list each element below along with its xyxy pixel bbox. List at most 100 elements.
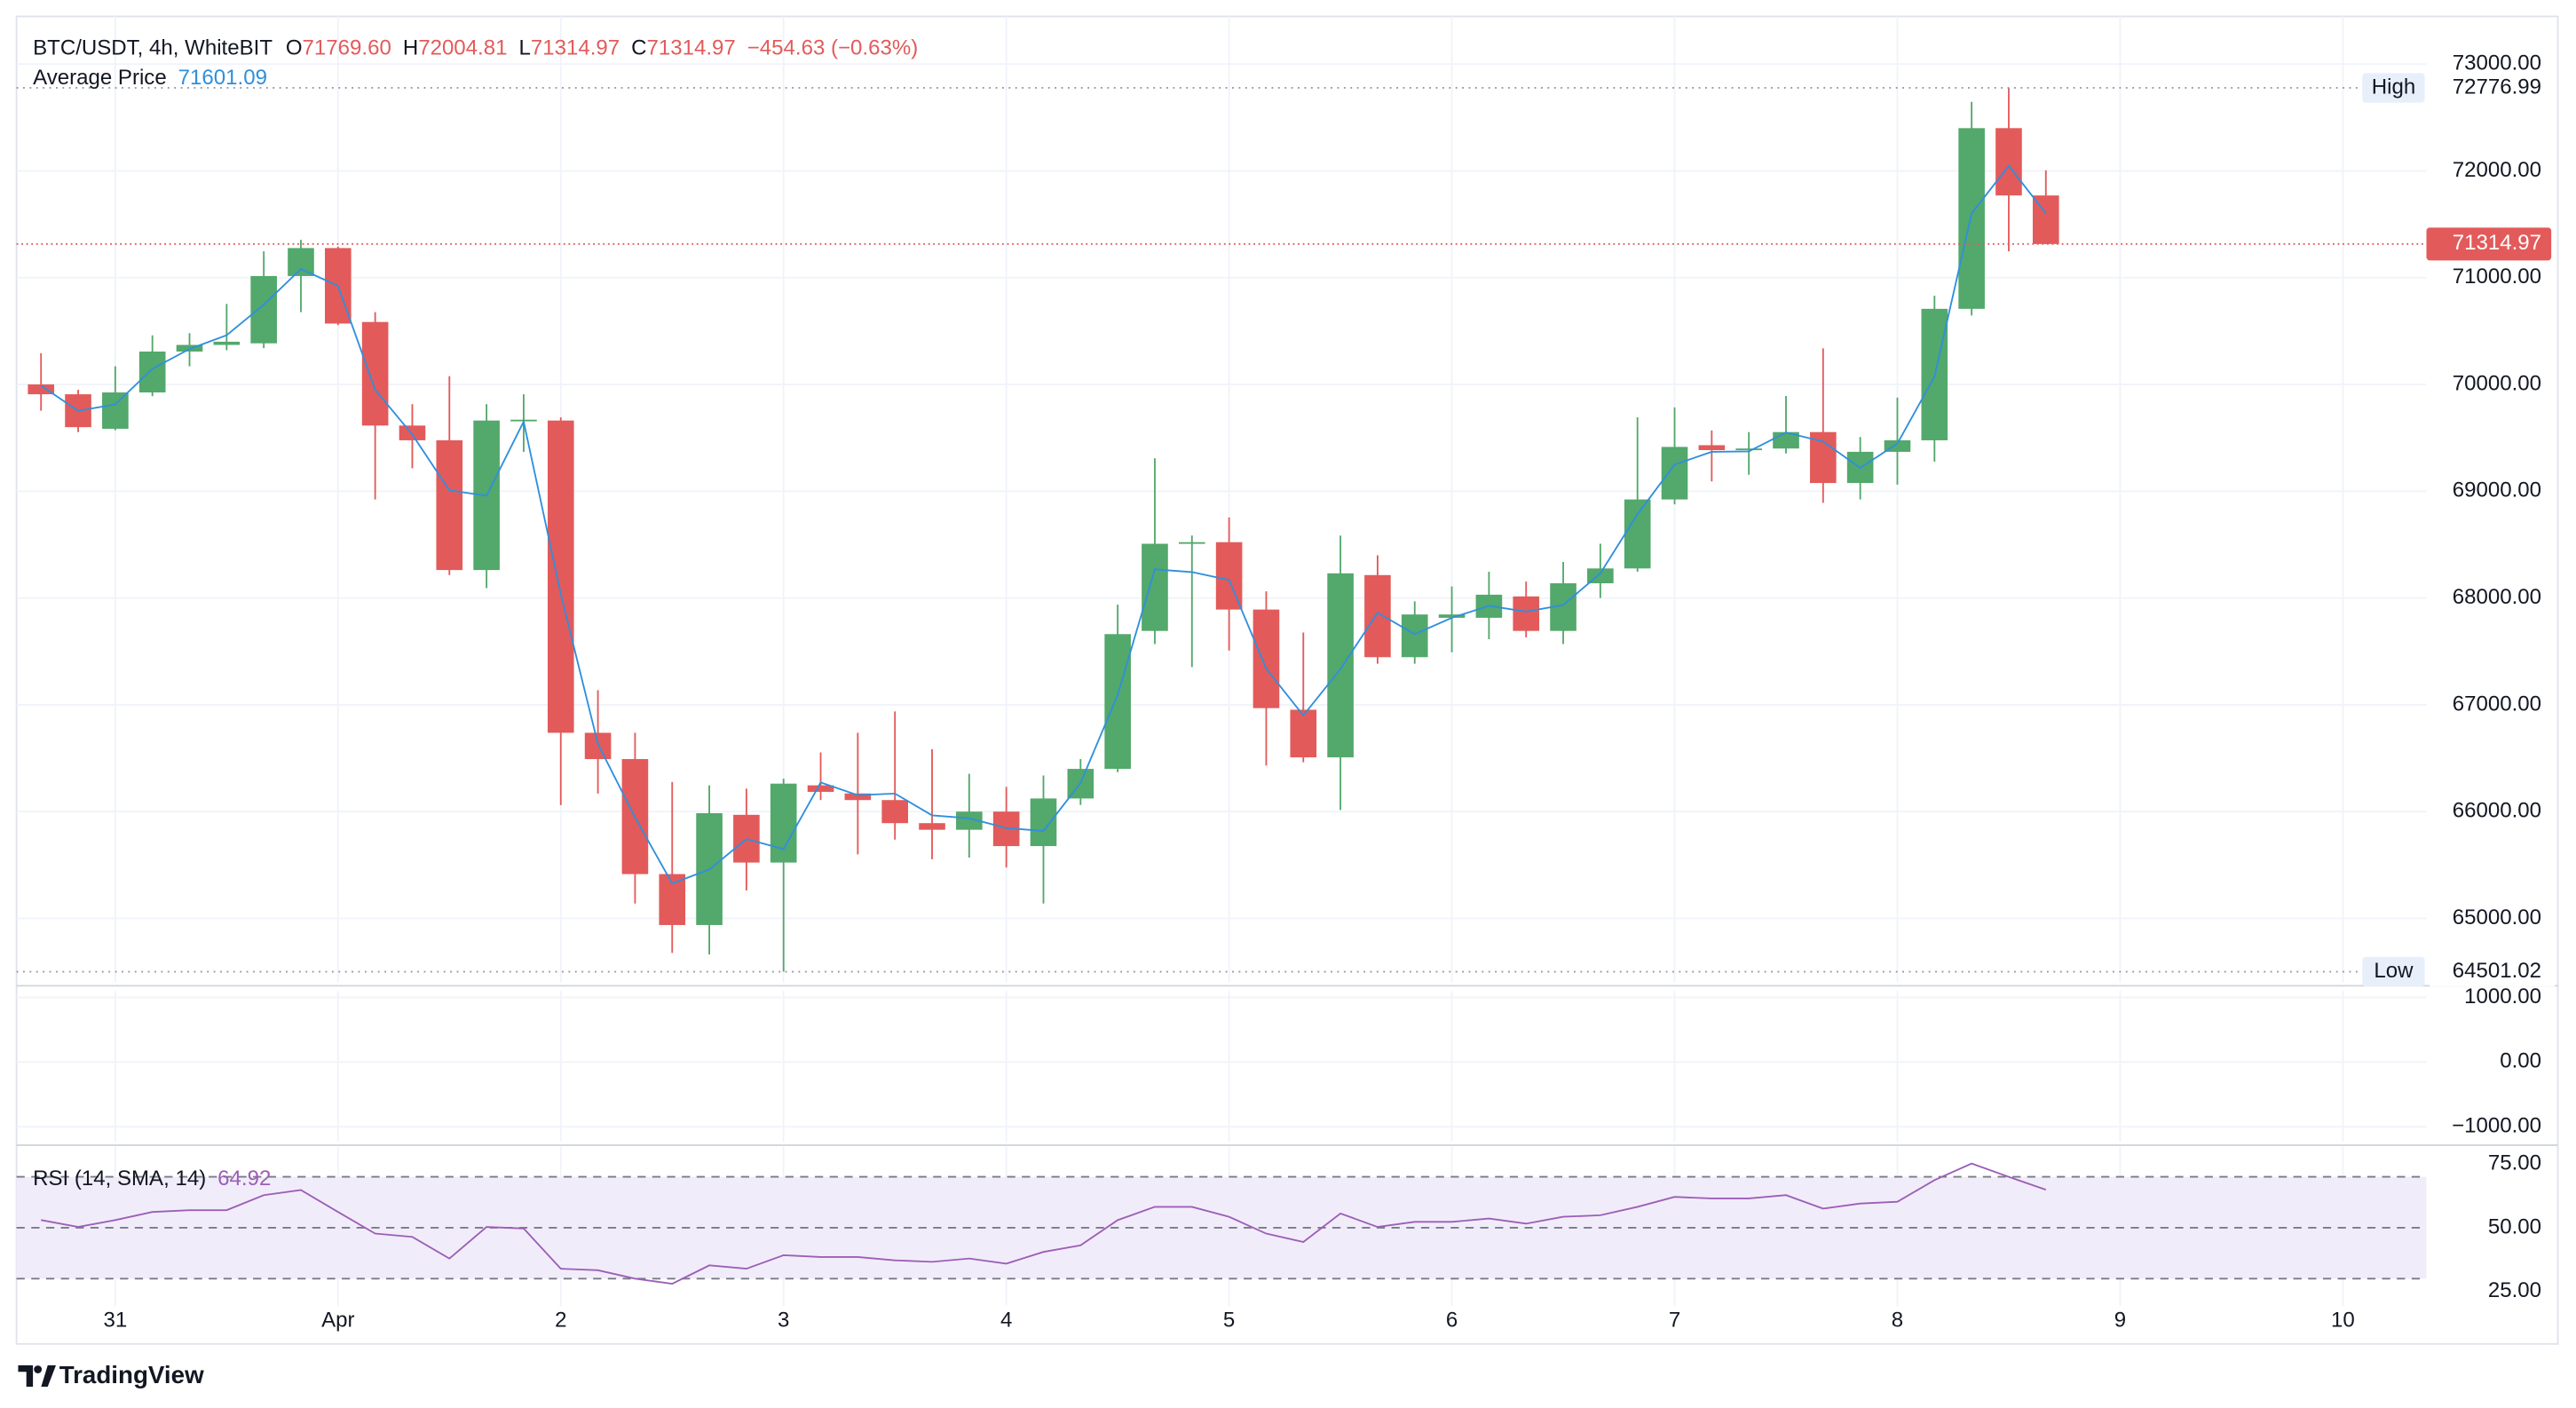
rsi-legend: RSI (14, SMA, 14) 64.92: [33, 1167, 271, 1190]
x-tick-label: 8: [1892, 1308, 1903, 1332]
x-tick-label: 5: [1223, 1308, 1235, 1332]
candle-body: [1810, 431, 1837, 484]
ohlc-key: H: [403, 36, 418, 60]
y-tick-label: 71000.00: [2453, 265, 2541, 289]
symbol-legend: BTC/USDT, 4h, WhiteBIT O71769.60 H72004.81…: [33, 36, 918, 60]
candle-body: [399, 425, 426, 440]
y-tick-label: 67000.00: [2453, 692, 2541, 716]
indicator-value: 71601.09: [178, 66, 267, 90]
x-tick-label: 9: [2114, 1308, 2126, 1332]
extreme-tag: [2362, 956, 2425, 987]
candle-body: [213, 341, 241, 345]
candle-body: [1958, 128, 1985, 309]
candle-body: [547, 420, 574, 733]
candle-body: [1661, 447, 1688, 500]
y-tick-label: 69000.00: [2453, 479, 2541, 502]
candle-body: [1735, 448, 1762, 451]
candle-body: [1513, 596, 1540, 631]
candle-body: [102, 392, 129, 429]
extreme-value-bg: [2430, 73, 2555, 103]
extreme-tag-label: High: [2372, 75, 2415, 99]
ohlc-value: 72004.81: [418, 36, 507, 60]
y-tick-label: 1000.00: [2464, 985, 2541, 1009]
candle-body: [1401, 614, 1428, 658]
y-tick-label: 25.00: [2488, 1278, 2541, 1302]
brand-logo[interactable]: [18, 1364, 57, 1387]
frame: [15, 15, 2559, 1345]
candle-body: [1215, 542, 1243, 610]
y-tick-label: 50.00: [2488, 1214, 2541, 1238]
change-value: −454.63 (−0.63%): [747, 36, 919, 60]
extreme-value-label: 72776.99: [2453, 75, 2541, 99]
candle-body: [250, 275, 277, 344]
ohlc-value: 71314.97: [531, 36, 620, 60]
candle-body: [436, 439, 463, 571]
candle-body: [770, 783, 797, 863]
candle-body: [881, 800, 908, 824]
candle-body: [1290, 709, 1317, 758]
candle-body: [1698, 445, 1726, 451]
y-tick-label: 68000.00: [2453, 585, 2541, 609]
extreme-tag-label: Low: [2374, 959, 2414, 983]
candle-body: [1884, 439, 1911, 452]
ohlc-value: 71314.97: [646, 36, 735, 60]
x-tick-label: 3: [778, 1308, 789, 1332]
symbol: BTC/USDT, 4h, WhiteBIT: [33, 36, 273, 60]
x-tick-label: 10: [2331, 1308, 2355, 1332]
candle-body: [28, 384, 55, 395]
x-tick-label: 7: [1669, 1308, 1680, 1332]
candle-body: [807, 785, 834, 792]
candle-body: [1142, 543, 1168, 631]
candle-body: [919, 823, 945, 830]
candle-body: [1327, 573, 1354, 758]
x-tick-label: 4: [1000, 1308, 1012, 1332]
rsi-name: RSI (14, SMA, 14): [33, 1167, 206, 1190]
ohlc-key: C: [631, 36, 646, 60]
candle-body: [659, 874, 686, 925]
extreme-value-label: 64501.02: [2453, 959, 2541, 983]
candle-body: [1995, 128, 2022, 196]
candle-body: [1252, 609, 1280, 708]
y-tick-label: 66000.00: [2453, 799, 2541, 823]
indicator-legend: Average Price 71601.09: [33, 66, 267, 90]
candle-body: [1030, 798, 1057, 847]
last-price-label: 71314.97: [2453, 231, 2541, 255]
rsi-value: 64.92: [217, 1167, 271, 1190]
logo-mark: [34, 1365, 43, 1373]
x-tick-label: 2: [555, 1308, 566, 1332]
y-tick-label: 0.00: [2500, 1049, 2541, 1073]
logo-mark: [18, 1364, 34, 1387]
candle-body: [1364, 574, 1391, 658]
y-tick-label: 73000.00: [2453, 51, 2541, 75]
y-tick-label: 65000.00: [2453, 906, 2541, 929]
y-tick-label: 72000.00: [2453, 158, 2541, 182]
candle-body: [1438, 614, 1466, 618]
logo-mark: [41, 1364, 57, 1387]
brand-name[interactable]: TradingView: [59, 1361, 204, 1388]
indicator-name: Average Price: [33, 66, 167, 90]
y-tick-label: 75.00: [2488, 1151, 2541, 1175]
candle-body: [2032, 195, 2059, 244]
candle-body: [1624, 499, 1651, 569]
candle-body: [361, 321, 389, 426]
candle-body: [584, 732, 612, 760]
candles: [28, 87, 2059, 972]
candle-body: [288, 248, 314, 276]
last-price-tag: [2426, 227, 2552, 261]
extreme-value-bg: [2430, 956, 2555, 987]
ohlc-value: 71769.60: [303, 36, 391, 60]
average-price-line: [40, 164, 2047, 885]
ohlc-key: O: [286, 36, 303, 60]
y-tick-label: 70000.00: [2453, 371, 2541, 395]
x-tick-label: Apr: [321, 1308, 354, 1332]
candle-body: [1178, 542, 1205, 544]
candle-body: [844, 793, 872, 801]
ohlc-key: L: [518, 36, 530, 60]
x-tick-label: 6: [1446, 1308, 1458, 1332]
candle-body: [138, 351, 166, 393]
x-tick-label: 31: [103, 1308, 127, 1332]
extreme-tag: [2362, 73, 2425, 103]
candle-body: [1104, 634, 1131, 770]
rsi-line: [41, 1162, 2047, 1285]
